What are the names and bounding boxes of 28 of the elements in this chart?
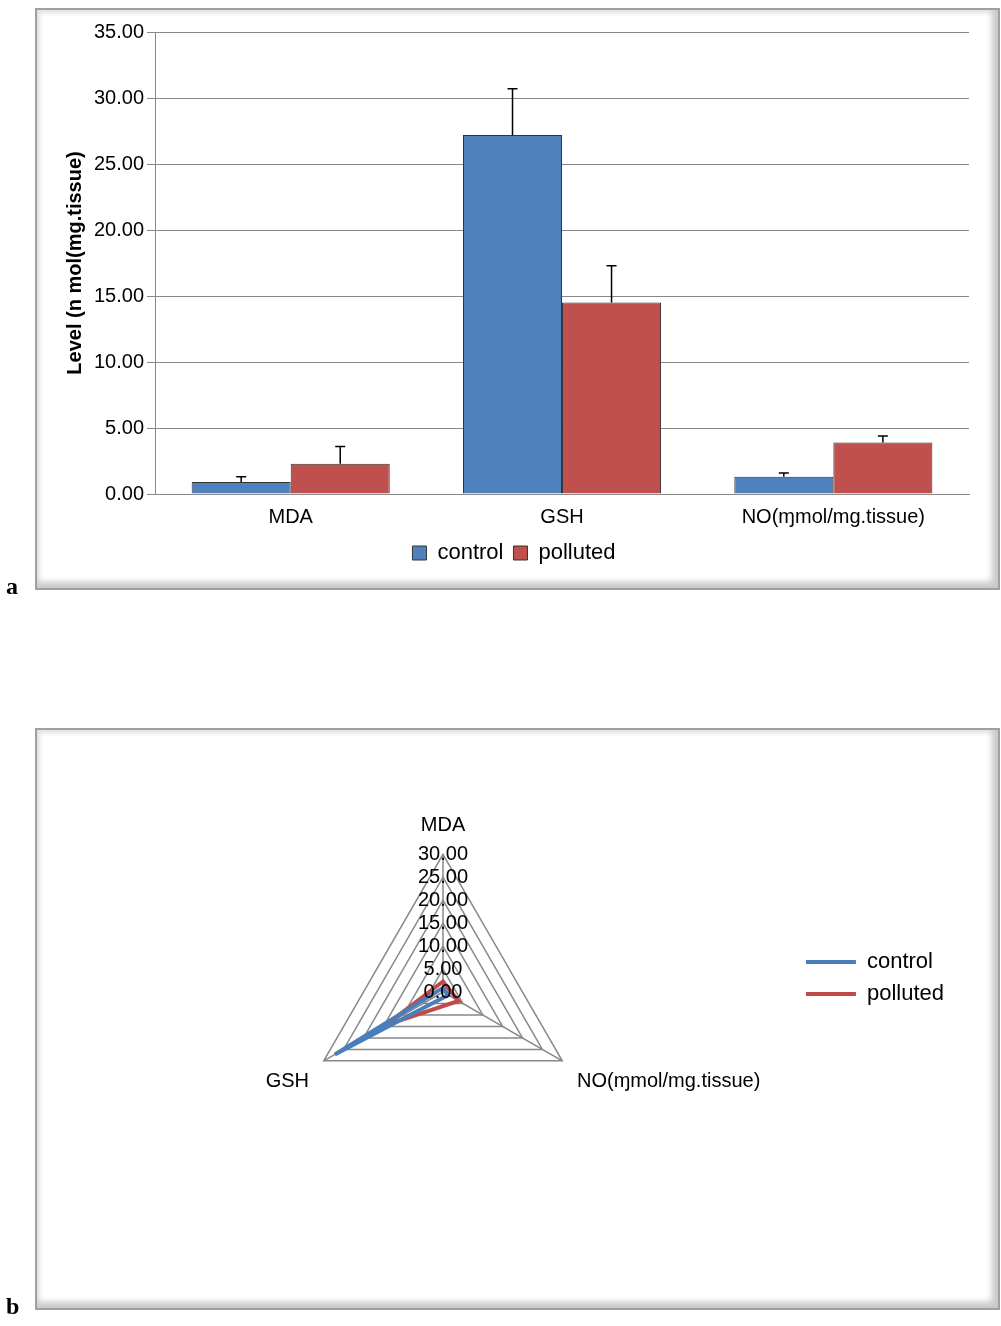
legend-label: polluted <box>538 539 616 565</box>
y-tick-label: 5.00 <box>105 415 145 438</box>
y-tick-label: 0.00 <box>105 481 145 504</box>
y-tick-label: 30.00 <box>93 85 145 108</box>
y-tick-label: 15.00 <box>93 283 145 306</box>
y-tick-label: 20.00 <box>93 217 145 240</box>
y-tick-label: 30.00 <box>417 841 469 864</box>
y-tick-label: 25.00 <box>93 151 145 174</box>
y-tick-label: 15.00 <box>417 910 469 933</box>
y-tick-label: 25.00 <box>417 864 469 887</box>
y-tick-label: 10.00 <box>417 933 469 956</box>
y-tick-label: 20.00 <box>417 887 469 910</box>
y-tick-label: 10.00 <box>93 349 145 372</box>
legend-label: polluted <box>866 980 945 1006</box>
y-tick-label: 0.00 <box>423 979 463 1002</box>
y-tick-label: 35.00 <box>93 19 145 42</box>
legend-label: control <box>437 539 504 565</box>
spoke-label: NO(ɱmol/mg.tissue) <box>576 1068 761 1091</box>
text: b <box>6 1293 20 1320</box>
x-tick-label: GSH <box>540 504 584 527</box>
y-tick-label: 5.00 <box>423 956 463 979</box>
y-axis-title: Level (n mol(mg.tissue) <box>62 151 85 375</box>
legend-label: control <box>866 948 933 974</box>
text: a <box>6 573 18 600</box>
x-tick-label: NO(ɱmol/mg.tissue) <box>741 504 926 527</box>
spoke-label: GSH <box>265 1068 310 1091</box>
spoke-label: MDA <box>420 812 466 835</box>
x-tick-label: MDA <box>268 504 314 527</box>
